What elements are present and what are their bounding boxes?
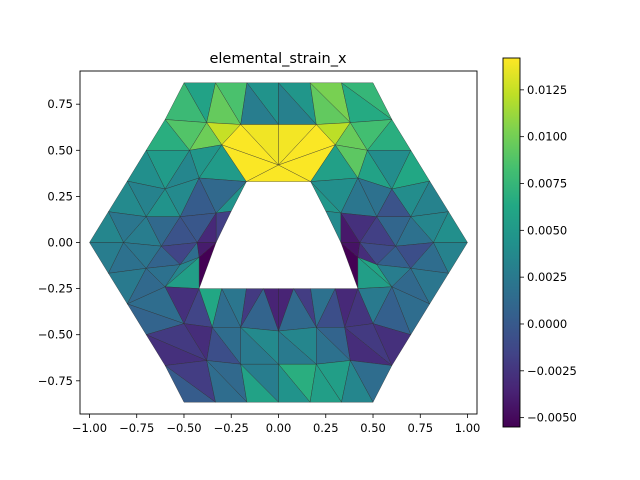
colorbar-ticks: −0.0050 −0.0025 0.0000 0.0025 0.0050 0.0075 0.… [520, 83, 577, 425]
x-tick-label: 0.75 [407, 421, 433, 435]
colorbar-tick-label: −0.0050 [527, 411, 577, 425]
colorbar-gradient [503, 58, 520, 427]
colorbar-tick-label: 0.0075 [527, 176, 567, 190]
mesh-element-138 [341, 360, 374, 403]
colorbar-tick-label: 0.0100 [527, 130, 567, 144]
colorbar-frame [502, 57, 521, 428]
mesh-element-92 [410, 268, 449, 305]
x-axis: −1.00 −0.75 −0.50 −0.25 0.00 0.25 0.50 0.75 1.00 [72, 414, 481, 435]
x-tick-label: 0.25 [313, 421, 339, 435]
x-tick-label: −0.25 [214, 421, 249, 435]
x-tick-label: 1.00 [455, 421, 481, 435]
y-axis: −0.75 −0.50 −0.25 0.00 0.25 0.50 0.75 [38, 97, 80, 388]
chart-title: elemental_strain_x [209, 51, 347, 67]
y-tick-label: −0.50 [38, 328, 73, 342]
colorbar: −0.0050 −0.0025 0.0000 0.0025 0.0050 0.0075 0.… [502, 57, 577, 428]
colorbar-tick-label: 0.0000 [527, 317, 567, 331]
mesh [89, 82, 468, 403]
y-tick-label: −0.25 [38, 282, 73, 296]
colorbar-tick-label: 0.0050 [527, 223, 567, 237]
colorbar-tick-label: 0.0125 [527, 83, 567, 97]
x-tick-label: 0.00 [266, 421, 292, 435]
mesh-element-136 [309, 364, 342, 403]
y-tick-label: 0.25 [47, 189, 73, 203]
mesh-element-132 [240, 364, 279, 403]
x-tick-label: 0.50 [360, 421, 386, 435]
mesh-element-82 [433, 242, 468, 274]
x-tick-label: −0.75 [119, 421, 154, 435]
plot-area: −1.00 −0.75 −0.50 −0.25 0.00 0.25 0.50 0.75 1.00… [38, 70, 481, 435]
y-tick-label: 0.75 [47, 97, 73, 111]
x-tick-label: −0.50 [166, 421, 201, 435]
mesh-element-126 [372, 323, 411, 366]
mesh-element-134 [278, 364, 311, 403]
mesh-element-128 [164, 365, 216, 403]
y-tick-label: −0.75 [38, 374, 73, 388]
x-tick-label: −1.00 [72, 421, 107, 435]
y-tick-label: 0.00 [47, 236, 73, 250]
mesh-element-130 [206, 360, 248, 403]
y-tick-label: 0.50 [47, 143, 73, 157]
colorbar-tick-label: 0.0025 [527, 270, 567, 284]
colorbar-tick-label: −0.0025 [527, 364, 577, 378]
